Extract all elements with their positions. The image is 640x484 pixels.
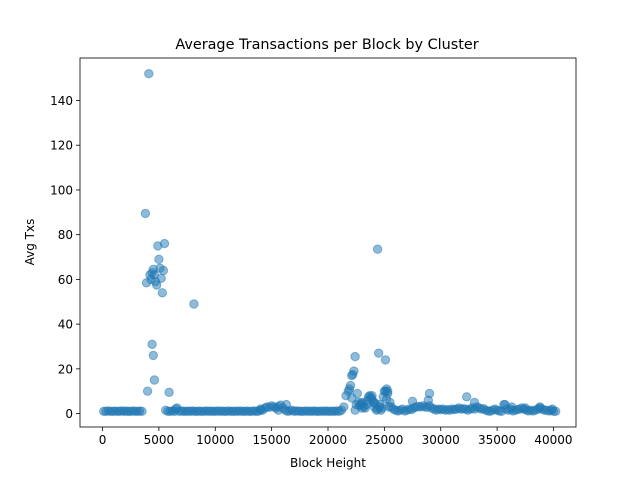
data-point (147, 339, 157, 349)
x-tick-label: 35000 (478, 433, 516, 447)
y-tick-label: 120 (50, 139, 73, 153)
data-point (407, 396, 418, 406)
data-point (140, 208, 151, 219)
data-point (273, 405, 284, 415)
data-point (142, 386, 153, 396)
x-tick-label: 0 (99, 433, 107, 447)
data-point (144, 69, 154, 79)
data-point (381, 394, 392, 404)
x-tick-label: 10000 (196, 433, 234, 447)
data-point (281, 399, 291, 410)
x-tick-label: 5000 (144, 433, 175, 447)
data-point (164, 387, 174, 397)
data-point (148, 350, 159, 361)
x-tick-label: 30000 (422, 433, 460, 447)
data-point (145, 270, 155, 280)
x-tick-label: 15000 (253, 433, 291, 447)
x-tick-label: 20000 (309, 433, 347, 447)
data-point (156, 273, 166, 283)
data-point (535, 402, 545, 412)
data-point (152, 280, 162, 290)
data-point (344, 384, 355, 394)
data-point (357, 403, 367, 413)
plot-frame (79, 57, 577, 428)
y-axis: 0 20 40 60 80 100 120 140 (50, 94, 80, 421)
data-point (157, 288, 168, 298)
y-tick-label: 140 (50, 94, 73, 108)
data-point (149, 375, 160, 385)
data-point (372, 244, 383, 254)
data-point (154, 254, 164, 264)
x-axis: 0 5000 10000 15000 20000 25000 30000 35000 40000 (99, 427, 573, 447)
data-point (255, 405, 266, 415)
data-point (507, 402, 517, 412)
x-axis-label: Block Height (290, 456, 366, 470)
chart-title: Average Transactions per Block by Cluste… (175, 37, 478, 53)
data-point (380, 355, 391, 365)
data-point (339, 402, 349, 412)
data-points (99, 69, 561, 416)
data-point (462, 392, 472, 402)
data-point (350, 351, 360, 362)
data-point (383, 386, 393, 396)
data-point (171, 404, 181, 414)
data-point (158, 265, 169, 276)
x-tick-label: 25000 (365, 433, 403, 447)
data-point (469, 397, 480, 408)
y-tick-label: 40 (58, 318, 73, 332)
y-tick-label: 80 (58, 228, 73, 242)
data-point (424, 388, 435, 399)
y-tick-label: 20 (58, 362, 73, 376)
x-tick-label: 40000 (534, 433, 572, 447)
data-point (374, 348, 384, 358)
y-axis-label: Avg Txs (23, 219, 37, 266)
y-tick-label: 0 (65, 407, 73, 421)
data-point (520, 403, 530, 413)
data-point (347, 393, 357, 403)
data-point (547, 404, 557, 414)
data-point (137, 406, 147, 416)
y-tick-label: 100 (50, 183, 73, 197)
data-point (349, 366, 359, 376)
data-point (369, 397, 379, 408)
data-point (159, 238, 170, 249)
y-tick-label: 60 (58, 273, 73, 287)
data-point (189, 299, 199, 309)
